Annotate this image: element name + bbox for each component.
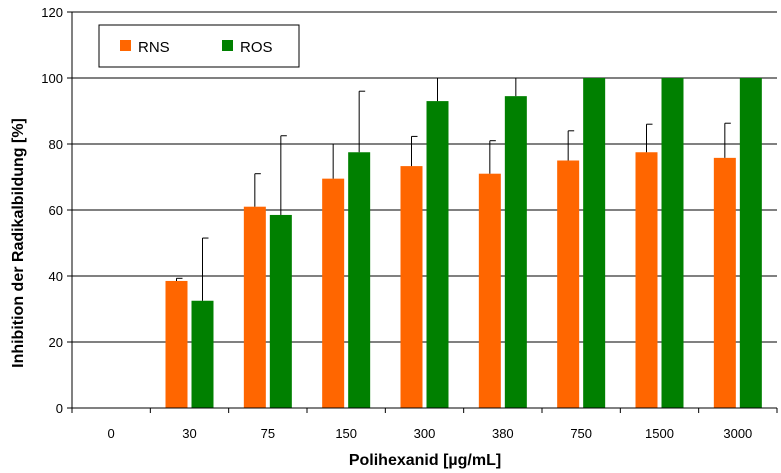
legend-box xyxy=(98,24,300,68)
x-tick-label: 300 xyxy=(414,426,436,441)
x-tick-label: 30 xyxy=(182,426,196,441)
legend-label-ros: ROS xyxy=(240,39,273,56)
x-tick-label: 0 xyxy=(108,426,115,441)
y-tick-label: 100 xyxy=(41,71,63,86)
bar-rns xyxy=(243,206,266,408)
bar-ros xyxy=(426,101,449,408)
x-tick-label: 150 xyxy=(335,426,357,441)
bar-rns xyxy=(557,160,580,408)
bar-ros xyxy=(348,152,371,408)
axes xyxy=(71,12,778,413)
y-tick-label: 80 xyxy=(49,137,63,152)
bar-rns xyxy=(713,157,736,408)
y-tick-label: 40 xyxy=(49,269,63,284)
bar-ros xyxy=(269,214,292,408)
bar-rns xyxy=(322,178,345,408)
x-tick-label: 1500 xyxy=(645,426,674,441)
bar-ros xyxy=(661,78,684,408)
bars xyxy=(165,78,762,409)
y-tick-labels: 0 20 40 60 80 100 120 xyxy=(41,5,63,416)
bar-ros xyxy=(739,78,762,408)
error-bars xyxy=(176,77,731,301)
legend-swatch-ros xyxy=(222,40,233,51)
bar-rns xyxy=(165,280,188,408)
y-tick-label: 20 xyxy=(49,335,63,350)
bar-rns xyxy=(400,166,423,408)
x-tick-labels: 0 30 75 150 300 380 750 1500 3000 xyxy=(108,426,753,441)
x-tick-label: 380 xyxy=(492,426,514,441)
x-tick-label: 75 xyxy=(261,426,275,441)
legend-swatch-rns xyxy=(120,40,131,51)
bar-rns xyxy=(635,152,658,408)
bar-ros xyxy=(191,300,214,408)
bar-ros xyxy=(583,78,606,408)
y-tick-label: 0 xyxy=(56,401,63,416)
y-axis-title: Inhibition der Radikalbildung [%] xyxy=(10,118,27,368)
legend: RNS ROS xyxy=(98,24,300,68)
x-tick-label: 750 xyxy=(570,426,592,441)
bar-rns xyxy=(478,173,501,408)
y-tick-label: 120 xyxy=(41,5,63,20)
y-tick-label: 60 xyxy=(49,203,63,218)
gridlines xyxy=(67,11,777,409)
bar-ros xyxy=(504,96,527,409)
x-axis-title: Polihexanid [µg/mL] xyxy=(349,452,501,469)
legend-label-rns: RNS xyxy=(138,39,170,56)
x-tick-label: 3000 xyxy=(723,426,752,441)
